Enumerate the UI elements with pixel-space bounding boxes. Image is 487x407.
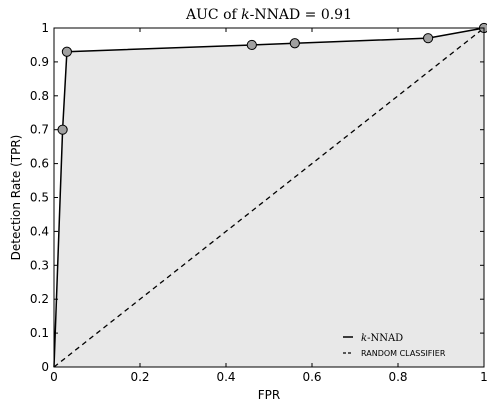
x-tick-label: 0.2 xyxy=(130,370,149,384)
roc-point-marker xyxy=(246,39,257,51)
legend-label-part: -NNAD xyxy=(367,333,403,344)
y-tick-label: 0.2 xyxy=(30,292,49,306)
y-tick-label: 0.7 xyxy=(30,123,49,137)
y-tick-label: 1 xyxy=(41,21,49,35)
y-tick-label: 0.3 xyxy=(30,258,49,272)
y-tick-label: 0 xyxy=(41,360,49,374)
roc-point-marker xyxy=(423,33,434,44)
legend-label-knnad: k-NNAD xyxy=(361,333,403,344)
roc-point-marker xyxy=(57,124,68,135)
x-axis-label: FPR xyxy=(258,388,280,402)
y-tick-label: 0.8 xyxy=(30,89,49,103)
legend-label-part: k xyxy=(361,333,367,344)
y-tick-label: 0.5 xyxy=(30,191,49,205)
chart-title-part: k xyxy=(241,7,249,23)
chart-title-part: AUC of xyxy=(185,7,241,23)
roc-point-marker xyxy=(61,46,73,57)
x-tick-label: 0.4 xyxy=(216,370,235,384)
legend-label-random-classifier: RANDOM CLASSIFIER xyxy=(361,349,446,358)
y-tick-label: 0.6 xyxy=(30,157,49,171)
ticks-layer: 0 0.2 0.4 0.6 0.8 1 0 0.1 0.2 0.3 0.4 0.5 0.6 0.7 0.8 0… xyxy=(30,21,487,384)
chart-title: AUC of k-NNAD = 0.91 xyxy=(185,7,352,23)
x-tick-label: 0 xyxy=(50,370,58,384)
random-classifier-line xyxy=(53,27,485,368)
roc-point-marker xyxy=(289,38,300,49)
chart-legend: k-NNAD RANDOM CLASSIFIER xyxy=(343,333,446,358)
x-tick-label: 0.8 xyxy=(388,370,407,384)
x-tick-label: 0.6 xyxy=(302,370,321,384)
x-tick-label: 1 xyxy=(480,370,487,384)
y-tick-label: 0.1 xyxy=(30,326,49,340)
y-axis-label: Detection Rate (TPR) xyxy=(9,135,23,261)
chart-title-part: -NNAD = 0.91 xyxy=(250,7,352,23)
y-tick-label: 0.4 xyxy=(30,224,49,238)
y-tick-label: 0.9 xyxy=(30,55,49,69)
